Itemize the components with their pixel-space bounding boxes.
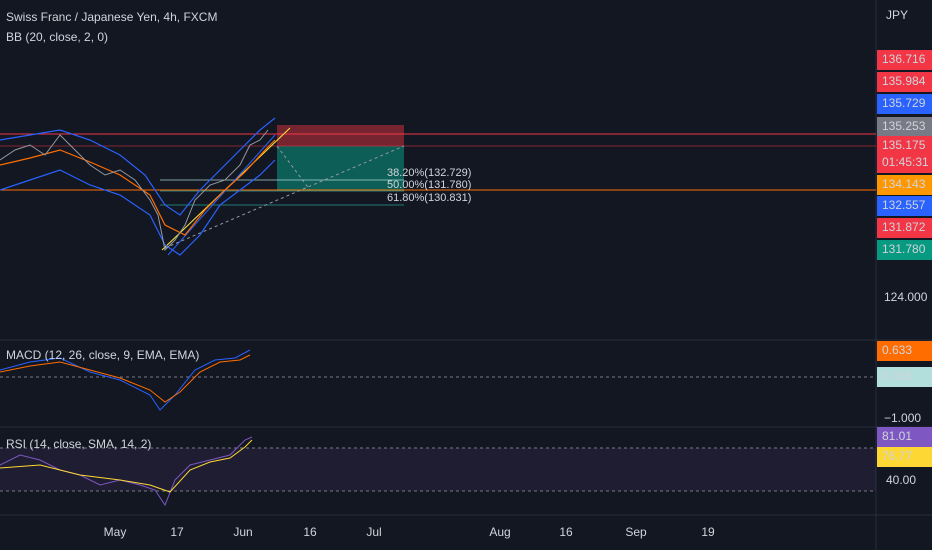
price-badge-text: 135.984 <box>882 74 926 88</box>
price-badge <box>877 175 932 195</box>
fib-label: 50.00%(131.780) <box>387 179 471 191</box>
price-badge <box>877 117 932 137</box>
price-badge-text: 136.716 <box>882 52 926 66</box>
price-badge <box>877 72 932 92</box>
price-badge-text: 132.557 <box>882 198 926 212</box>
time-label: 19 <box>701 525 715 539</box>
price-badge-text: 131.872 <box>882 220 926 234</box>
fib-trend <box>164 145 405 249</box>
price-badge <box>877 50 932 70</box>
time-label: Sep <box>625 525 647 539</box>
rsi-title: RSI (14, close, SMA, 14, 2) <box>6 437 151 451</box>
price-badge <box>877 218 932 238</box>
time-label: 16 <box>559 525 573 539</box>
macd-axis-label: −1.000 <box>884 411 921 425</box>
time-label: May <box>104 525 127 539</box>
price-badge-text: 131.780 <box>882 242 926 256</box>
price-badge <box>877 341 932 361</box>
price-badge-text: 0.055 <box>882 369 912 383</box>
price-badge <box>877 367 932 387</box>
price-badge-text: 01:45:31 <box>882 155 929 169</box>
price-badge <box>877 94 932 114</box>
indicator-label: BB (20, close, 2, 0) <box>6 30 108 44</box>
rsi-axis-label: 40.00 <box>886 473 916 487</box>
bb-lower <box>0 159 276 256</box>
price-badge-text: 135.175 <box>882 138 926 152</box>
price-badge <box>877 196 932 216</box>
price-badge <box>877 153 932 173</box>
currency: JPY <box>886 8 908 22</box>
macd-line <box>0 349 251 411</box>
price-axis-label: 124.000 <box>884 290 928 304</box>
price-badge-text: 81.01 <box>882 429 912 443</box>
price-badge <box>877 240 932 260</box>
trend-line <box>167 134 276 256</box>
price-badge <box>877 427 932 447</box>
signal-line <box>0 354 251 403</box>
rsi-line <box>0 436 253 507</box>
price-badge-text: 135.729 <box>882 96 926 110</box>
price-badge-text: 135.253 <box>882 119 926 133</box>
fib-label: 38.20%(132.729) <box>387 167 471 179</box>
time-label: Jun <box>233 525 252 539</box>
price-badge <box>877 136 932 156</box>
bb-upper <box>0 117 276 216</box>
macd-title: MACD (12, 26, close, 9, EMA, EMA) <box>6 348 199 362</box>
time-label: 17 <box>170 525 184 539</box>
price-badge-text: 0.633 <box>882 343 912 357</box>
stop-zone <box>277 125 404 146</box>
time-label: 16 <box>303 525 317 539</box>
time-label: Aug <box>489 525 510 539</box>
fib-label: 61.80%(130.831) <box>387 192 471 204</box>
price-badge-text: 76.77 <box>882 449 912 463</box>
chart-title: Swiss Franc / Japanese Yen, 4h, FXCM <box>6 10 217 24</box>
time-label: Jul <box>366 525 381 539</box>
bb-basis <box>0 139 276 236</box>
rsi-band <box>0 448 876 491</box>
price-badge <box>877 447 932 467</box>
price-badge-text: 134.143 <box>882 177 926 191</box>
rsi-ma <box>0 439 253 493</box>
price <box>0 129 269 252</box>
target-zone <box>277 146 404 191</box>
